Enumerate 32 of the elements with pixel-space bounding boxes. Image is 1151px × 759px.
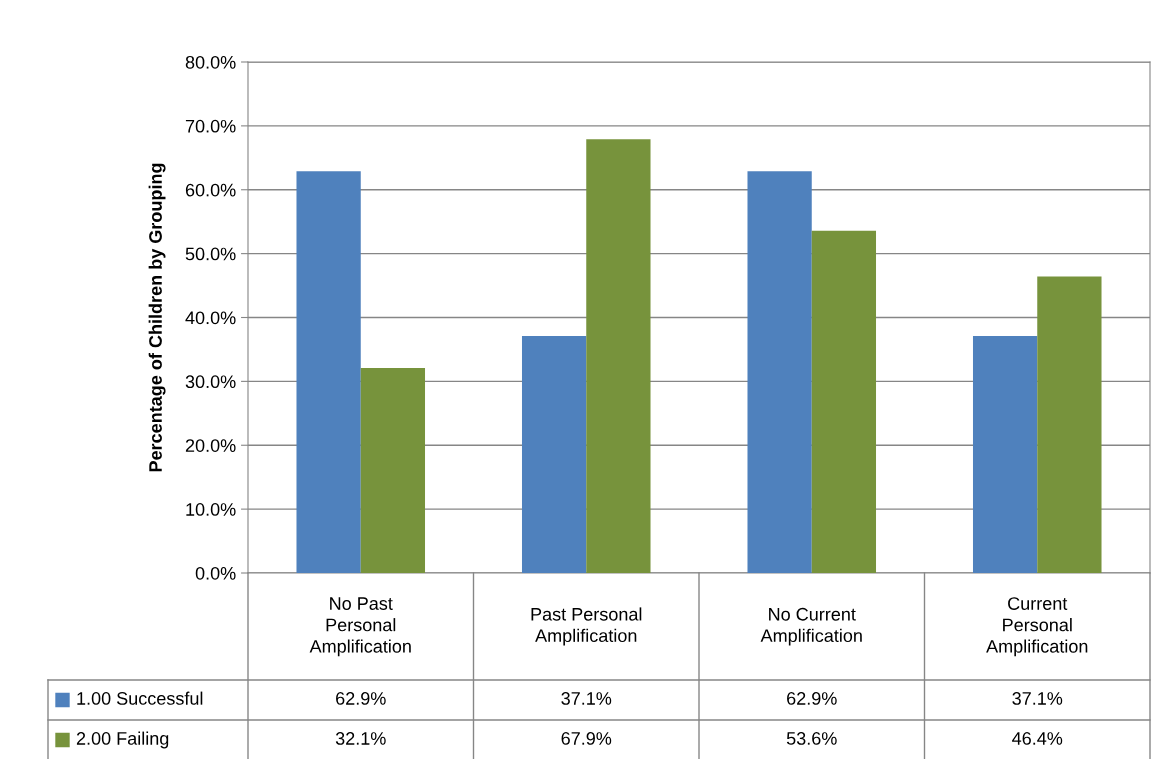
y-tick-label: 40.0% bbox=[185, 311, 236, 325]
data-label: 46.4% bbox=[1012, 732, 1063, 745]
x-tick-label: Current Personal Amplification bbox=[986, 597, 1088, 657]
data-label: 37.1% bbox=[1012, 692, 1063, 705]
data-label: 53.6% bbox=[786, 732, 837, 745]
bar bbox=[586, 139, 651, 573]
data-label: 67.9% bbox=[561, 732, 612, 745]
bar bbox=[811, 230, 877, 573]
y-tick-label: 10.0% bbox=[186, 503, 236, 516]
legend-label: 2.00 Failing bbox=[76, 731, 169, 749]
y-tick-label: 30.0% bbox=[185, 375, 236, 389]
x-tick-label: No Past Personal Amplification bbox=[309, 597, 411, 657]
data-label: 37.1% bbox=[561, 692, 612, 705]
data-label: 32.1% bbox=[335, 732, 386, 745]
x-tick-label: Past Personal Amplification bbox=[531, 607, 642, 646]
y-tick-label: 50.0% bbox=[185, 247, 236, 261]
y-tick-label: 70.0% bbox=[185, 119, 236, 133]
bar bbox=[360, 367, 426, 573]
x-tick-label: No Current Amplification bbox=[760, 607, 862, 646]
bar bbox=[296, 171, 361, 573]
data-label: 62.9% bbox=[336, 692, 386, 705]
bar bbox=[972, 336, 1038, 573]
bar bbox=[1037, 276, 1102, 573]
y-axis-title: Percentage of Children by Grouping bbox=[148, 163, 166, 472]
bar bbox=[747, 171, 812, 573]
data-label: 62.9% bbox=[787, 692, 837, 705]
y-tick-label: 0.0% bbox=[195, 566, 236, 580]
legend-label: 1.00 Successful bbox=[77, 691, 203, 705]
y-tick-label: 60.0% bbox=[185, 183, 236, 197]
bar bbox=[521, 336, 587, 573]
y-tick-label: 80.0% bbox=[185, 55, 236, 69]
y-tick-label: 20.0% bbox=[185, 439, 236, 452]
